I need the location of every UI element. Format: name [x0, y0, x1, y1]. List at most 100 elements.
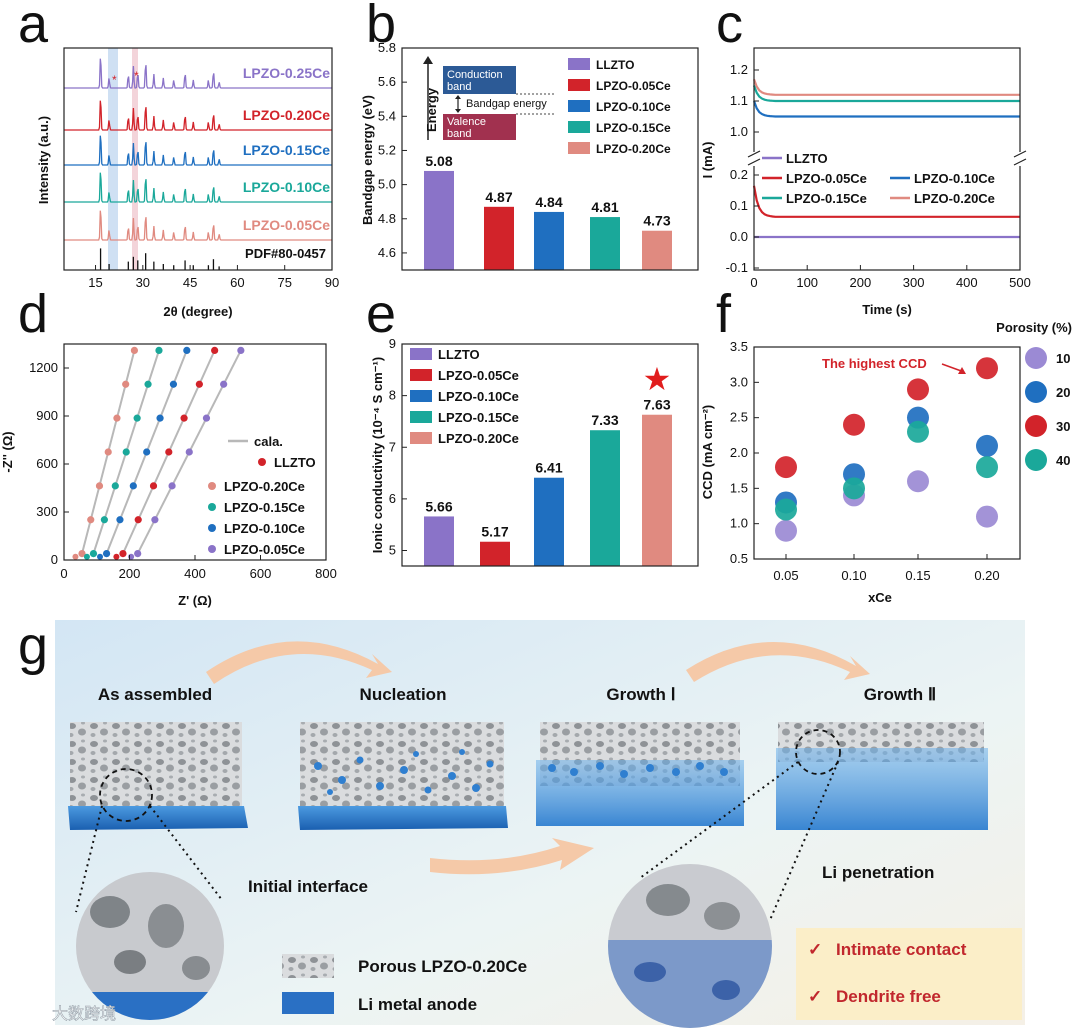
- impedance-point-LPZO-0.15Ce: [122, 448, 130, 456]
- benefit-check-1: ✓: [808, 940, 822, 959]
- xrd-trace-LPZO-0.20Ce: [64, 100, 332, 131]
- y-axis-label-a: Intensity (a.u.): [36, 116, 51, 204]
- xrd-label-LPZO-0.25Ce: LPZO-0.25Ce: [243, 65, 330, 81]
- benefits-box: [796, 928, 1022, 1020]
- annotation-arrowhead: [958, 367, 966, 374]
- legend-label-LLZTO: LLZTO: [786, 151, 828, 166]
- legend-label-LPZO-0.05Ce: LPZO-0.05Ce: [438, 368, 519, 383]
- x-tick-label-c: 500: [1009, 275, 1031, 290]
- stage-as-assembled: [68, 722, 248, 830]
- conduction-label-2: band: [447, 81, 471, 93]
- xrd-label-LPZO-0.15Ce: LPZO-0.15Ce: [243, 142, 330, 158]
- axes-frame-b: [401, 47, 699, 271]
- impedance-point-LPZO-0.20Ce: [113, 414, 121, 422]
- legend-label-LPZO-0.10Ce: LPZO-0.10Ce: [596, 100, 671, 114]
- process-arrow-1: [206, 641, 392, 684]
- initial-interface-label: Initial interface: [248, 877, 368, 896]
- panel-a: * * LPZO-0.25Ce LPZO-0.20Ce LPZO-0.15Ce LPZ…: [36, 47, 339, 319]
- stage-growth-2: [776, 722, 988, 830]
- bar-LPZO-0.15Ce: [590, 217, 620, 270]
- impedance-point-LPZO-0.10Ce: [169, 380, 178, 388]
- impedance-point-LLZTO: [149, 482, 158, 490]
- y-tick-label-f: 3.5: [730, 339, 748, 354]
- x-axis-label-f: xCe: [868, 590, 892, 605]
- y-tick-label-b: 5.8: [378, 40, 396, 55]
- impedance-point-LPZO-0.10Ce: [143, 448, 151, 456]
- y-tick-label-b: 5.2: [378, 142, 396, 157]
- bar-LPZO-0.10Ce: [534, 211, 564, 270]
- inset-energy-label: Energy: [424, 87, 439, 132]
- bar-value-LPZO-0.05Ce: 5.17: [481, 524, 508, 540]
- current-line-LPZO-0.20Ce: [752, 78, 1020, 96]
- legend-label-porosity-40: 40: [1056, 453, 1070, 468]
- legend-swatch-LPZO-0.10Ce: [568, 100, 590, 112]
- x-tick-label-d: 200: [119, 566, 141, 581]
- legend-marker-porosity-30: [1025, 415, 1047, 437]
- panel-b: 5.08 4.87 4.84 4.81 4.73 Energy Conduction b…: [360, 40, 699, 271]
- y-tick-label-f: 1.0: [730, 516, 748, 531]
- impedance-point-LPZO-0.15Ce: [83, 553, 90, 560]
- panel-label-c: c: [716, 0, 743, 54]
- impedance-point-LPZO-0.05Ce: [237, 346, 245, 354]
- ccd-point-porosity-10: [907, 470, 929, 493]
- ccd-point-porosity-40: [843, 477, 865, 500]
- legend-label-LLZTO: LLZTO: [596, 58, 634, 72]
- y-tick-label-c: 1.2: [730, 62, 748, 77]
- legend-marker-porosity-40: [1025, 449, 1047, 471]
- legend-swatch-anode: [282, 992, 334, 1014]
- legend-swatch-LPZO-0.15Ce: [568, 121, 590, 133]
- y-tick-label-d: 300: [36, 504, 58, 519]
- impedance-point-LPZO-0.10Ce: [116, 516, 124, 524]
- impedance-point-LPZO-0.20Ce: [87, 516, 95, 524]
- legend-label-LPZO-0.15Ce: LPZO-0.15Ce: [438, 410, 519, 425]
- y-tick-label-c: -0.1: [726, 260, 748, 275]
- legend-label-LPZO-0.20Ce: LPZO-0.20Ce: [914, 191, 995, 206]
- xrd-trace-LPZO-0.15Ce: [64, 135, 332, 166]
- y-axis-label-f: CCD (mA cm⁻²): [700, 405, 715, 500]
- bar-value-LPZO-0.05Ce: 4.87: [485, 189, 512, 205]
- bar-value-LLZTO: 5.08: [425, 153, 452, 169]
- current-line-LPZO-0.05Ce: [752, 185, 1020, 218]
- x-tick-label-f: 0.20: [974, 568, 999, 583]
- xrd-trace-LPZO-0.05Ce: [64, 210, 332, 241]
- y-tick-label-d: 0: [51, 552, 58, 567]
- highlight-band-blue: [108, 48, 118, 270]
- legend-label-LLZTO: LLZTO: [438, 347, 480, 362]
- impedance-point-LLZTO: [113, 553, 120, 560]
- legend-label-anode: Li metal anode: [358, 995, 477, 1014]
- bar-LPZO-0.10Ce: [534, 477, 564, 566]
- y-axis-label-c: I (mA): [700, 142, 715, 179]
- y-tick-label-d: 900: [36, 408, 58, 423]
- y-tick-label-e: 8: [389, 388, 396, 403]
- impedance-point-LPZO-0.10Ce: [129, 482, 137, 490]
- process-arrow-2: [686, 641, 870, 682]
- legend-marker-LPZO-0.05Ce: [208, 545, 216, 553]
- x-tick-label-a: 45: [183, 275, 197, 290]
- legend-label-LPZO-0.05Ce: LPZO-0.05Ce: [596, 79, 671, 93]
- impedance-point-LPZO-0.10Ce: [156, 414, 164, 422]
- legend-swatch-LPZO-0.05Ce: [410, 369, 432, 381]
- y-tick-label-b: 4.8: [378, 211, 396, 226]
- x-tick-label-a: 75: [277, 275, 291, 290]
- xrd-trace-LPZO-0.25Ce: [64, 58, 332, 89]
- porosity-legend-title: Porosity (%): [996, 320, 1072, 335]
- x-tick-label-c: 0: [750, 275, 757, 290]
- axes-frame-a: [63, 47, 333, 271]
- bar-LPZO-0.15Ce: [590, 430, 620, 566]
- y-tick-label-c: 1.0: [730, 124, 748, 139]
- stage-title-growth-2: Growth Ⅱ: [864, 685, 937, 704]
- bar-LPZO-0.05Ce: [484, 206, 514, 270]
- impedance-point-LPZO-0.10Ce: [183, 346, 191, 354]
- y-tick-label-f: 2.5: [730, 410, 748, 425]
- impedance-point-LLZTO: [180, 414, 188, 422]
- li-penetration-label: Li penetration: [822, 863, 934, 882]
- impedance-point-LPZO-0.20Ce: [95, 482, 104, 490]
- valence-label-2: band: [447, 128, 471, 140]
- x-tick-label-a: 15: [88, 275, 102, 290]
- bar-value-LPZO-0.20Ce: 7.63: [643, 397, 670, 413]
- legend-swatch-porous: [282, 954, 334, 978]
- panel-e: 5.66 5.17 6.41 7.33 7.63★ LLZTO LPZO-0.05Ce LP…: [370, 336, 699, 567]
- stage-nucleation: [298, 722, 508, 830]
- y-tick-label-f: 2.0: [730, 445, 748, 460]
